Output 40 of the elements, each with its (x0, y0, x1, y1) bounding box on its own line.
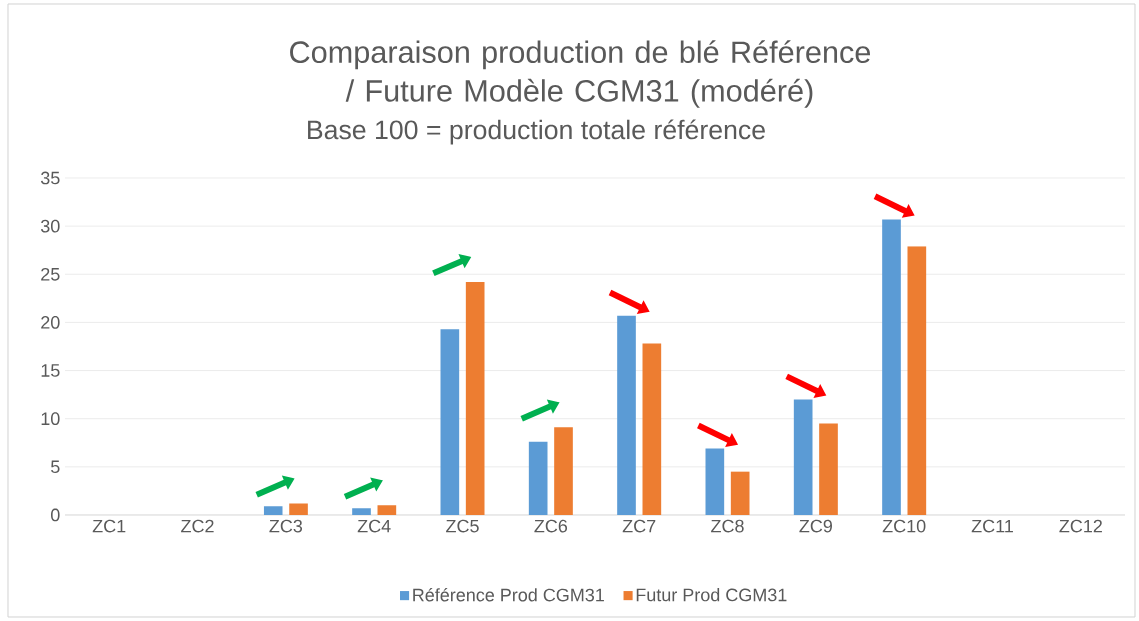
bar (617, 315, 636, 515)
bar (377, 505, 397, 515)
y-tick-label: 15 (41, 364, 60, 377)
y-tick-label: 10 (41, 412, 60, 426)
x-tick-label: ZC10 (882, 519, 926, 533)
x-tick-label: ZC12 (1059, 519, 1102, 533)
bar (289, 503, 308, 515)
bar (705, 448, 725, 515)
bar (528, 441, 548, 515)
bar (554, 427, 573, 515)
x-tick-label: ZC9 (799, 519, 832, 533)
x-tick-label: ZC7 (622, 519, 656, 533)
y-tick-label: 5 (51, 460, 60, 474)
bar (730, 471, 750, 515)
y-tick-label: 35 (40, 171, 60, 185)
y-tick-label: 25 (41, 267, 60, 281)
bar (642, 343, 662, 515)
x-tick-label: ZC8 (711, 519, 744, 533)
x-tick-label: ZC4 (357, 519, 391, 533)
bar (907, 246, 927, 515)
y-tick-label: 20 (41, 316, 60, 329)
bar (465, 281, 485, 515)
x-tick-label: ZC11 (971, 519, 1013, 533)
x-tick-label: ZC3 (269, 519, 303, 533)
legend-label: Futur Prod CGM31 (636, 588, 787, 602)
x-tick-label: ZC2 (181, 519, 214, 533)
bar (440, 329, 460, 515)
chart-subtitle: Base 100 = production totale référence (308, 119, 765, 145)
x-tick-label: ZC5 (446, 519, 479, 533)
chart-title: Comparaison production de blé Référence / Future Modèle CGM31 (modéré) (290, 40, 871, 108)
x-tick-label: ZC1 (92, 519, 126, 533)
bar (793, 399, 813, 515)
y-tick-label: 30 (40, 219, 60, 233)
x-tick-label: ZC6 (534, 519, 568, 533)
legend-label: Référence Prod CGM31 (413, 587, 604, 602)
bar (819, 423, 838, 515)
y-tick-label: 0 (51, 508, 60, 522)
bar (882, 219, 901, 515)
bar (352, 508, 371, 515)
bar (263, 506, 283, 515)
